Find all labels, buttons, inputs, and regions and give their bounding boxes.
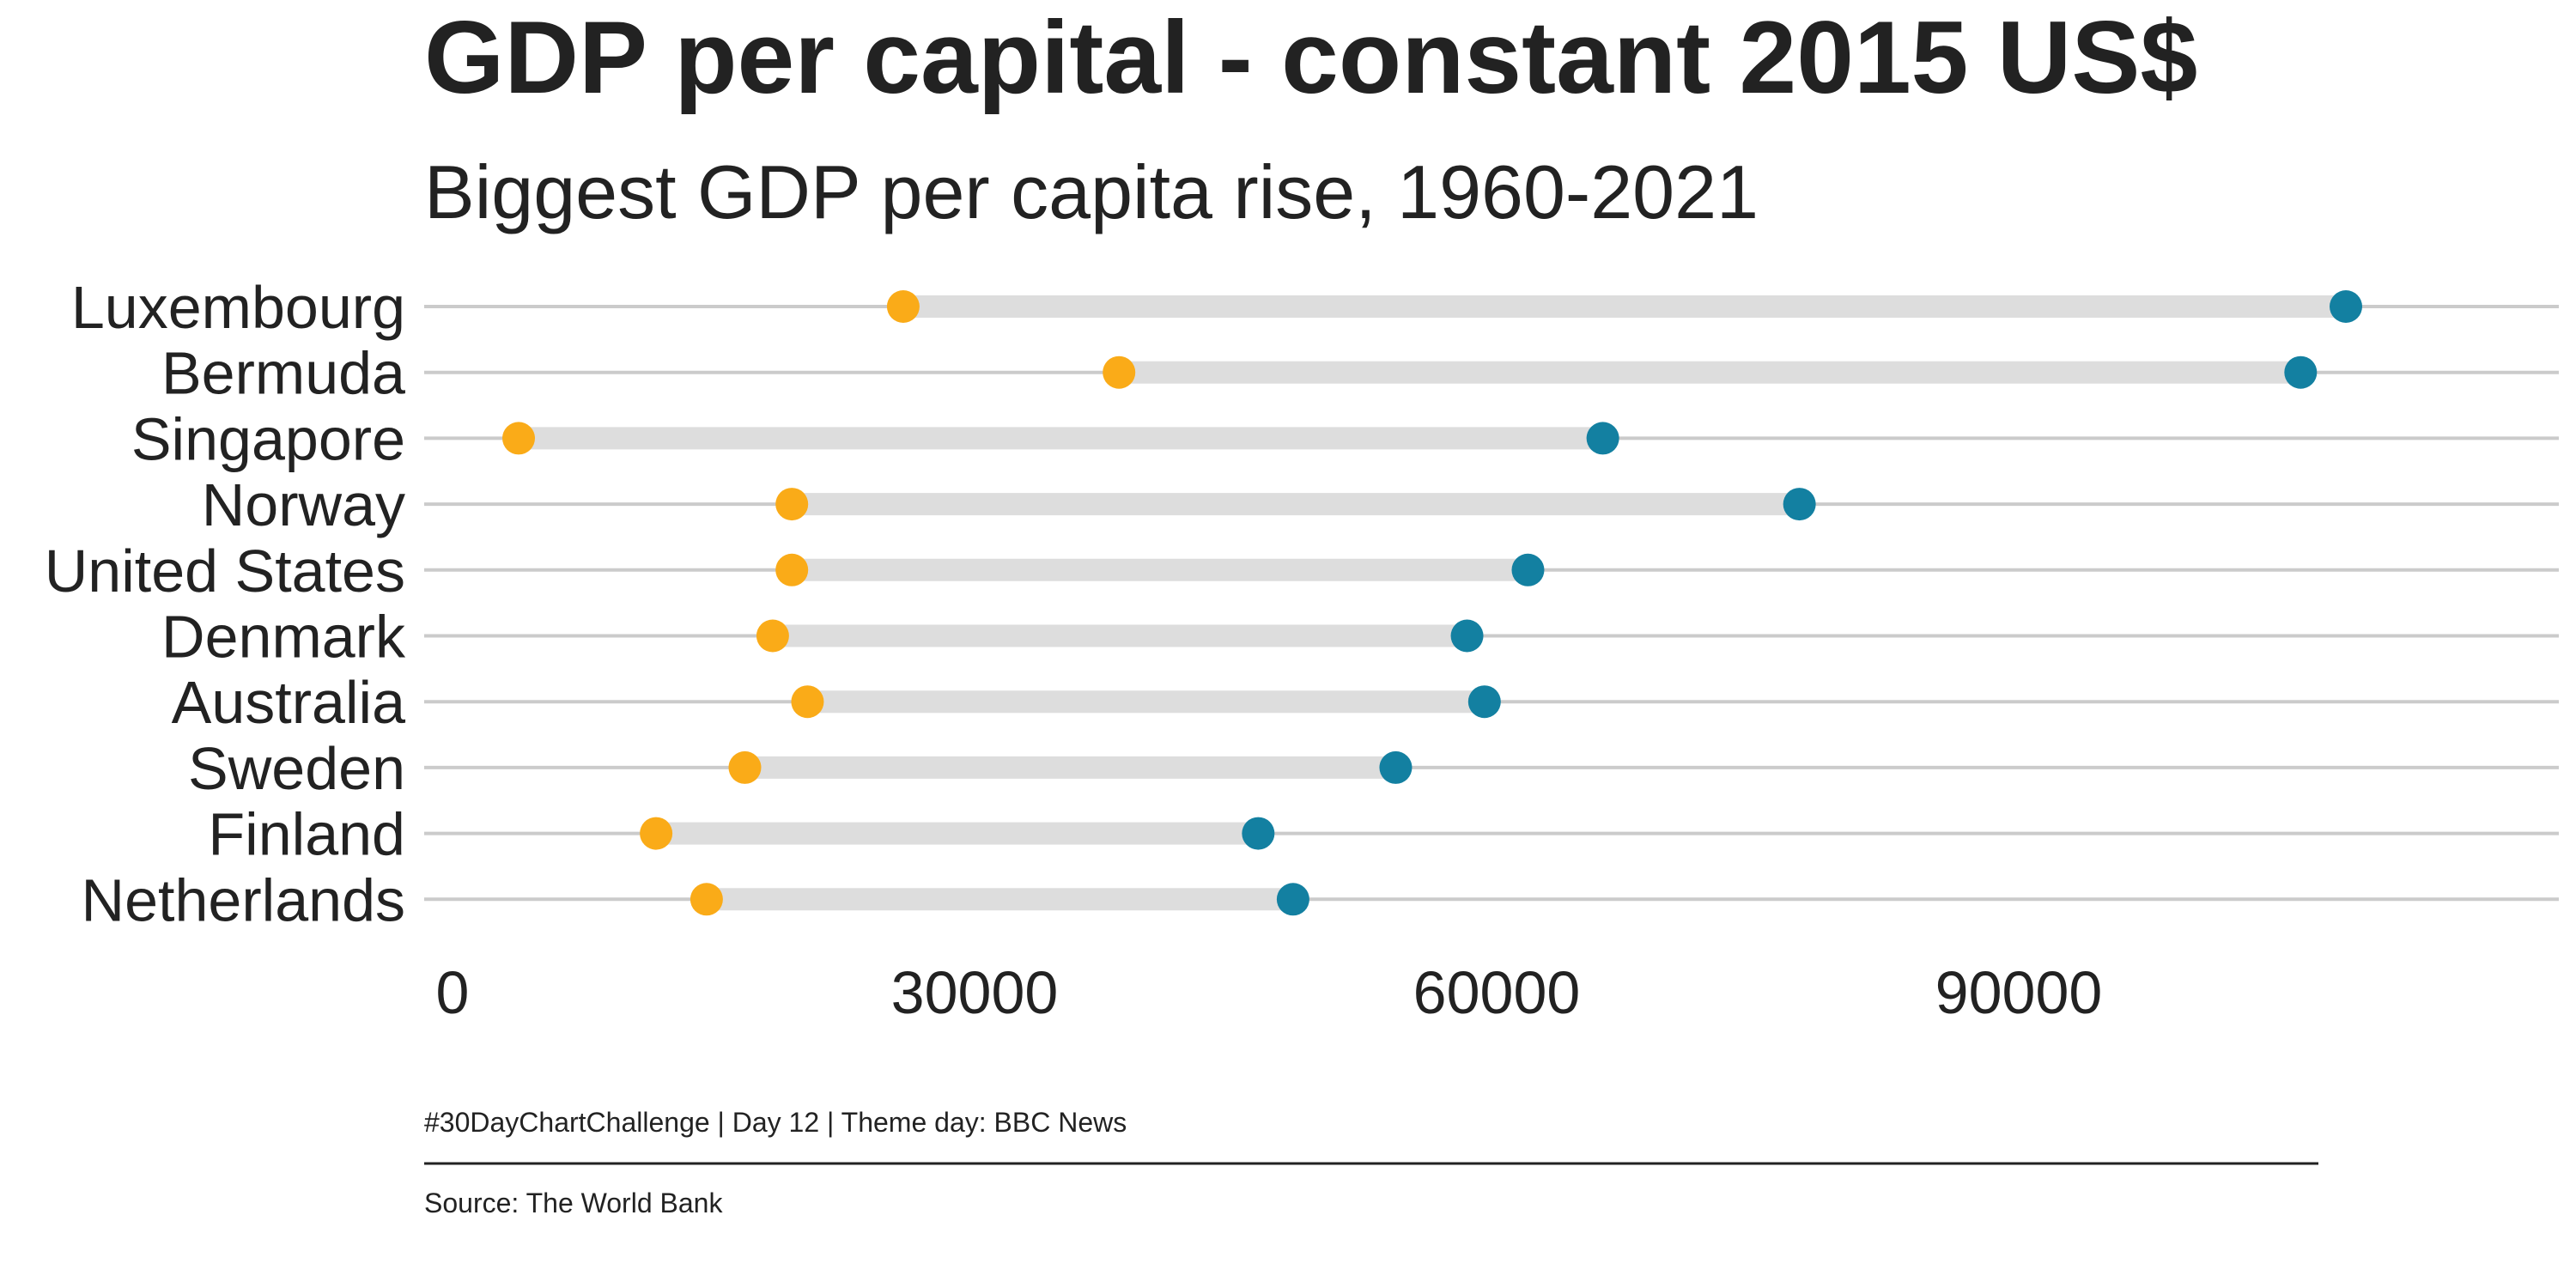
point-end: [1242, 817, 1275, 850]
point-end: [1586, 422, 1619, 455]
gridlines: [424, 305, 2559, 902]
point-end: [1511, 553, 1545, 586]
point-start: [1103, 355, 1136, 389]
point-start: [728, 750, 762, 784]
point-start: [791, 685, 824, 719]
x-tick-label: 90000: [1935, 959, 2103, 1026]
point-start: [502, 422, 536, 455]
x-tick-label: 0: [436, 959, 470, 1026]
category-label: Finland: [208, 801, 405, 868]
footer-challenge: #30DayChartChallenge | Day 12 | Theme da…: [424, 1107, 1127, 1138]
category-label: Sweden: [188, 735, 405, 802]
point-end: [1450, 619, 1484, 653]
point-end: [2330, 290, 2363, 323]
category-label: Netherlands: [82, 866, 405, 933]
point-end: [1467, 685, 1501, 719]
point-start: [886, 290, 920, 323]
point-start: [775, 488, 809, 521]
chart-subtitle: Biggest GDP per capita rise, 1960-2021: [424, 149, 1759, 234]
category-label: Denmark: [161, 604, 406, 671]
category-label: Luxembourg: [71, 274, 405, 341]
x-tick-label: 30000: [891, 959, 1059, 1026]
point-start: [640, 817, 673, 850]
chart-title: GDP per capital - constant 2015 US$: [424, 0, 2197, 115]
x-tick-label: 60000: [1413, 959, 1581, 1026]
footer-source: Source: The World Bank: [424, 1188, 723, 1218]
category-label: Bermuda: [161, 340, 405, 407]
dumbbell-segments: [519, 295, 2347, 911]
point-start: [775, 553, 809, 586]
category-label: Singapore: [131, 405, 405, 472]
point-end: [1379, 750, 1413, 784]
point-end: [2284, 355, 2318, 389]
category-label: Norway: [202, 471, 405, 538]
x-axis-tick-labels: 0 30000 60000 90000: [436, 959, 2103, 1026]
data-points: [502, 290, 2363, 916]
point-start: [690, 883, 723, 916]
point-start: [756, 619, 789, 653]
category-label: Australia: [172, 669, 405, 736]
category-label: United States: [45, 538, 405, 605]
point-end: [1783, 488, 1816, 521]
point-end: [1276, 883, 1309, 916]
